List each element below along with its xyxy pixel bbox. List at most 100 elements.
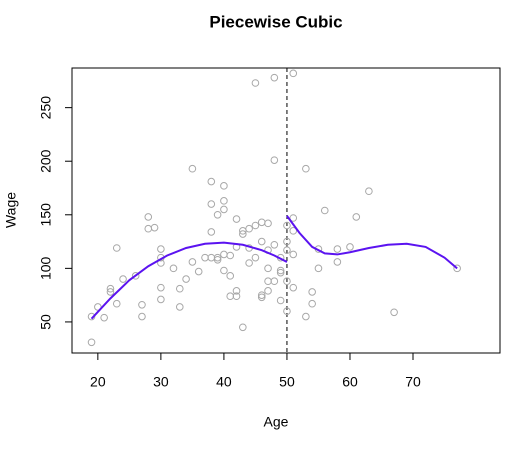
data-point: [276, 296, 285, 305]
data-point: [257, 237, 266, 246]
data-point: [201, 253, 209, 262]
data-point: [144, 224, 153, 233]
data-point: [226, 251, 235, 260]
data-point: [220, 205, 228, 214]
data-point: [289, 283, 298, 292]
data-point: [213, 210, 222, 219]
data-point: [390, 308, 398, 317]
y-tick-label: 250: [38, 96, 54, 120]
data-point: [232, 215, 241, 223]
y-tick-label: 50: [38, 314, 54, 330]
data-point: [112, 244, 121, 252]
data-point: [257, 291, 266, 299]
data-point: [257, 293, 266, 302]
data-point: [276, 268, 285, 277]
y-tick-label: 100: [38, 256, 54, 280]
data-point: [320, 206, 329, 215]
data-point: [314, 264, 323, 273]
data-point: [157, 245, 165, 253]
data-point: [239, 323, 247, 332]
plot-frame: [71, 67, 501, 354]
data-point: [352, 213, 361, 221]
data-point: [213, 255, 222, 264]
data-point: [220, 250, 228, 259]
data-point: [283, 277, 291, 286]
x-tick-label: 20: [90, 374, 106, 390]
x-tick-label: 30: [153, 374, 169, 390]
data-point: [226, 272, 235, 280]
data-point: [289, 250, 298, 259]
data-point: [264, 287, 272, 295]
x-tick-label: 40: [216, 374, 232, 390]
data-point: [308, 288, 316, 296]
data-point: [270, 277, 279, 286]
data-point: [106, 284, 115, 293]
data-point: [245, 259, 253, 267]
data-point: [106, 288, 115, 296]
data-point: [175, 284, 184, 293]
data-point: [270, 240, 279, 249]
data-point: [251, 253, 260, 262]
data-point: [283, 307, 291, 316]
data-point: [453, 264, 461, 273]
data-point: [220, 266, 228, 275]
data-point: [333, 258, 342, 266]
data-point: [119, 275, 127, 283]
data-point: [207, 200, 216, 208]
data-point: [131, 272, 140, 280]
data-point: [157, 283, 165, 292]
fit-line: [286, 215, 458, 270]
data-point: [207, 253, 216, 262]
data-point: [220, 182, 228, 190]
data-point: [264, 277, 272, 286]
data-point: [232, 287, 241, 295]
data-point: [308, 299, 316, 308]
data-point: [302, 164, 310, 173]
data-point: [175, 303, 184, 311]
x-axis-label: Age: [264, 414, 289, 430]
data-point: [207, 177, 216, 186]
data-point: [207, 228, 216, 236]
data-point: [264, 219, 272, 228]
y-tick-label: 150: [38, 203, 54, 227]
x-tick-label: 70: [405, 374, 421, 390]
data-point: [169, 264, 178, 273]
data-point: [157, 295, 165, 304]
data-point: [346, 243, 354, 251]
data-point: [188, 258, 197, 266]
data-point: [289, 69, 298, 78]
data-point: [226, 292, 235, 301]
data-point: [283, 237, 291, 246]
data-point: [100, 313, 108, 322]
data-point: [144, 213, 153, 221]
data-point: [283, 246, 291, 254]
data-point: [302, 312, 310, 321]
data-point: [150, 223, 159, 232]
data-point: [182, 275, 190, 283]
data-point: [365, 187, 373, 196]
x-tick-label: 60: [342, 374, 358, 390]
data-point: [138, 312, 146, 321]
data-point: [220, 197, 228, 205]
data-point: [270, 73, 279, 82]
data-point: [270, 156, 279, 164]
data-point: [138, 300, 146, 309]
data-point: [213, 253, 222, 262]
data-point: [239, 230, 247, 238]
data-point: [283, 221, 291, 230]
data-point: [245, 224, 253, 233]
data-point: [289, 214, 298, 222]
data-point: [232, 292, 241, 301]
data-point: [112, 299, 121, 308]
data-point: [251, 79, 260, 87]
data-point: [251, 221, 260, 230]
y-tick-label: 200: [38, 149, 54, 173]
data-point: [257, 218, 266, 227]
data-point: [289, 227, 298, 235]
x-tick-label: 50: [279, 374, 295, 390]
data-point: [276, 266, 285, 275]
data-point: [194, 267, 203, 276]
data-point: [333, 245, 342, 253]
data-point: [188, 164, 197, 173]
